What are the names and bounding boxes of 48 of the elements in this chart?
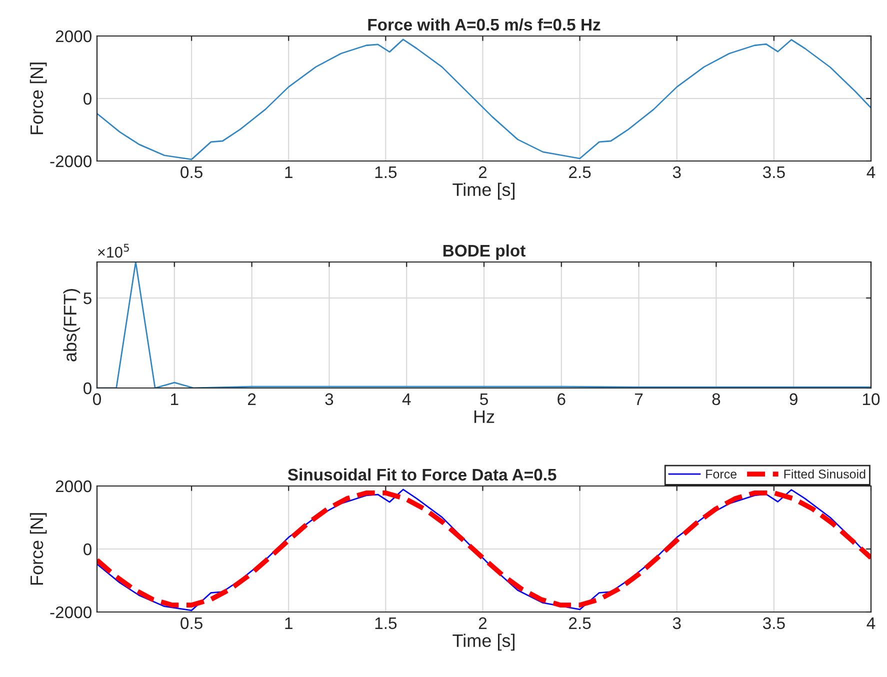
- text: ×10$^{5}$: [98, 244, 129, 258]
- chart-title: Force with A=0.5 m/s f=0.5 Hz: [368, 18, 600, 31]
- x-tick-label: 9: [790, 393, 798, 406]
- legend-label: Fitted Sinusoid: [784, 469, 866, 479]
- y-axis-title: abs(FFT): [63, 289, 80, 362]
- y-axis-title: Force [N]: [30, 513, 47, 585]
- x-tick-label: 10: [863, 393, 880, 406]
- x-tick-label: 0.5: [180, 166, 202, 178]
- y-tick-label: -2000: [50, 606, 92, 618]
- x-axis-title: Time [s]: [452, 182, 514, 200]
- x-tick-label: 7: [635, 393, 643, 405]
- x-tick-label: 0.5: [180, 617, 202, 630]
- y-tick-label: 0: [84, 543, 92, 556]
- x-tick-label: 5: [480, 393, 488, 406]
- x-tick-label: 3: [325, 393, 334, 406]
- x-tick-label: 1: [285, 166, 292, 178]
- x-tick-label: 6: [558, 393, 566, 406]
- x-tick-label: 1.5: [375, 617, 397, 630]
- chart-title: BODE plot: [443, 244, 526, 260]
- x-tick-label: 3: [672, 617, 681, 630]
- x-tick-label: 2: [478, 166, 487, 178]
- x-tick-label: 2.5: [569, 166, 591, 178]
- line-series: [97, 38, 871, 160]
- x-tick-label: 2.5: [569, 617, 591, 630]
- x-tick-label: 4: [866, 166, 876, 178]
- y-tick-label: 0: [84, 382, 92, 394]
- x-tick-label: 1: [285, 617, 292, 629]
- legend-label: Force: [706, 470, 737, 479]
- x-tick-label: 1.5: [375, 166, 397, 178]
- x-tick-label: 3.5: [762, 166, 785, 178]
- x-tick-label: 2: [478, 617, 487, 629]
- x-tick-label: 0: [93, 393, 101, 406]
- x-tick-label: 2: [248, 393, 256, 405]
- y-tick-label: 2000: [56, 480, 92, 492]
- y-tick-label: 0: [84, 92, 92, 105]
- x-tick-label: 3.5: [762, 617, 785, 630]
- y-tick-label: -2000: [50, 155, 92, 168]
- x-axis-title: Time [s]: [452, 634, 514, 651]
- y-tick-label: 5: [84, 292, 92, 304]
- x-tick-label: 4: [402, 393, 411, 405]
- x-axis-title: Hz: [474, 410, 494, 423]
- y-tick-label: 2000: [56, 30, 92, 42]
- x-tick-label: 1: [171, 393, 178, 405]
- y-axis-title: Force [N]: [30, 62, 47, 134]
- x-tick-label: 8: [712, 393, 720, 406]
- x-tick-label: 3: [672, 166, 681, 178]
- x-tick-label: 4: [866, 617, 876, 629]
- chart-title: Sinusoidal Fit to Force Data A=0.5: [288, 468, 556, 481]
